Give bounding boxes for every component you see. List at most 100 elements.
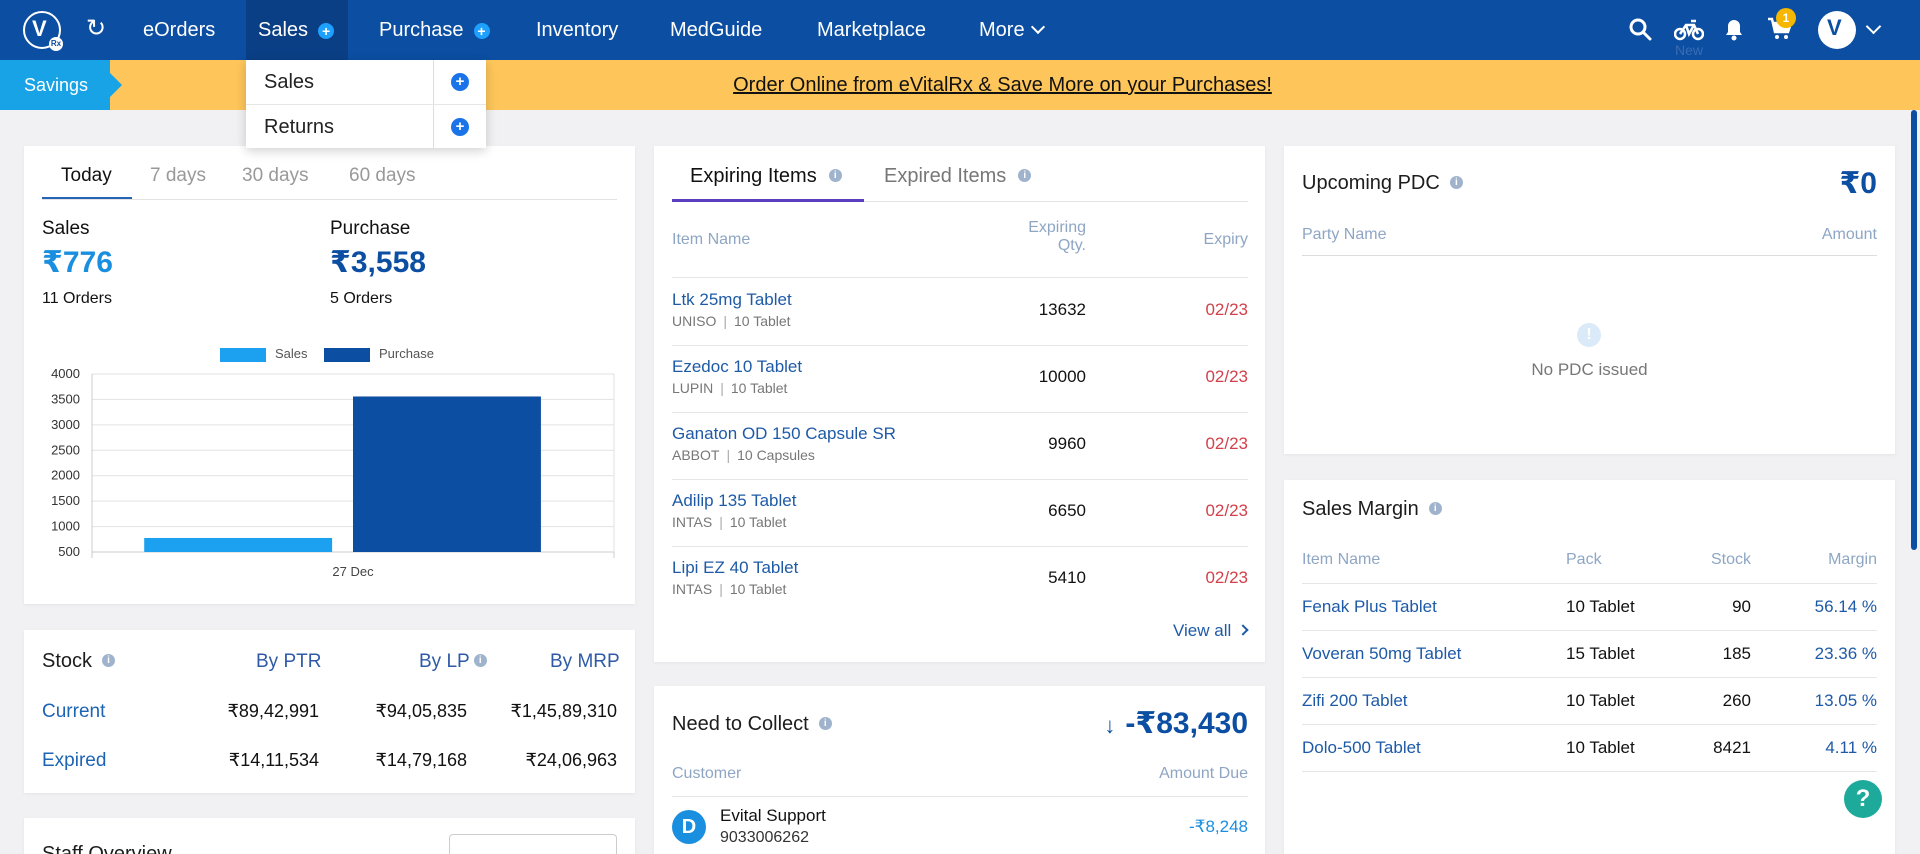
- active-tab-indicator: [672, 199, 864, 202]
- item-pack: 10 Tablet: [729, 581, 787, 597]
- refresh-icon[interactable]: ↻: [86, 15, 107, 42]
- divider: [433, 105, 434, 149]
- expiring-item-expiry: 02/23: [1205, 568, 1248, 587]
- margin-item-stock: 8421: [1713, 738, 1751, 757]
- info-icon[interactable]: i: [1449, 176, 1463, 190]
- tab-30-days[interactable]: 30 days: [242, 165, 309, 186]
- delivery-bike-icon[interactable]: [1673, 17, 1705, 46]
- collect-total: ↓ -₹83,430: [1090, 706, 1248, 741]
- purchase-label: Purchase: [330, 218, 411, 239]
- divider: [672, 412, 1248, 413]
- legend-swatch-sales: [220, 348, 266, 362]
- nav-inventory[interactable]: Inventory: [536, 19, 619, 41]
- tab-today[interactable]: Today: [61, 165, 112, 186]
- user-avatar[interactable]: V: [1818, 11, 1856, 49]
- margin-item-name[interactable]: Zifi 200 Tablet: [1302, 691, 1408, 710]
- item-pack: 10 Capsules: [737, 447, 815, 463]
- tab-expired-items[interactable]: Expired Items i: [884, 165, 1032, 188]
- dropdown-item-sales[interactable]: Sales +: [246, 60, 486, 104]
- info-icon[interactable]: i: [473, 654, 487, 668]
- bar-purchase: [353, 396, 541, 552]
- margin-item-stock: 90: [1732, 597, 1751, 616]
- stock-row-current[interactable]: Current: [42, 701, 106, 722]
- stock-by-lp-text: By LP: [419, 651, 470, 672]
- info-icon[interactable]: i: [818, 717, 832, 731]
- separator: |: [720, 380, 724, 396]
- add-sale-icon[interactable]: +: [451, 73, 469, 91]
- divider: [433, 60, 434, 104]
- add-purchase-icon[interactable]: +: [473, 22, 490, 39]
- expiring-item-name[interactable]: Ltk 25mg Tablet: [672, 290, 792, 309]
- search-icon[interactable]: [1628, 17, 1652, 46]
- expiring-item-name[interactable]: Lipi EZ 40 Tablet: [672, 558, 799, 577]
- expiring-item-qty: 13632: [1038, 300, 1086, 319]
- stock-expired-lp: ₹14,79,168: [375, 750, 467, 770]
- stock-current-mrp: ₹1,45,89,310: [510, 701, 617, 721]
- expiring-item-name[interactable]: Ezedoc 10 Tablet: [672, 357, 803, 376]
- sales-purchase-bar-chart: 4000 3500 3000 2500 2000 1500 1000 500 27 Dec: [51, 366, 615, 579]
- expiring-item-expiry: 02/23: [1205, 434, 1248, 453]
- view-all-link[interactable]: View all: [1173, 621, 1249, 641]
- separator: |: [726, 447, 731, 463]
- col-expiring-qty-line1: Expiring: [1028, 219, 1086, 236]
- item-company: INTAS: [672, 514, 713, 530]
- y-tick-label: 4000: [51, 366, 80, 381]
- margin-item-name[interactable]: Voveran 50mg Tablet: [1302, 644, 1462, 663]
- dropdown-item-returns[interactable]: Returns +: [246, 104, 486, 149]
- info-icon[interactable]: i: [828, 169, 842, 183]
- margin-item-name[interactable]: Dolo-500 Tablet: [1302, 738, 1421, 757]
- tab-60-days[interactable]: 60 days: [349, 165, 416, 186]
- stock-by-ptr: By PTR: [256, 651, 322, 672]
- margin-item-stock: 185: [1722, 644, 1751, 663]
- divider: [672, 546, 1248, 547]
- add-return-icon[interactable]: +: [451, 118, 469, 136]
- margin-item-pack: 10 Tablet: [1566, 738, 1635, 757]
- staff-filter-select[interactable]: [449, 834, 617, 854]
- promo-link[interactable]: Order Online from eVitalRx & Save More o…: [733, 74, 1272, 96]
- expiring-item-name[interactable]: Adilip 135 Tablet: [672, 491, 797, 510]
- stock-row-expired[interactable]: Expired: [42, 750, 107, 771]
- nav-purchase[interactable]: Purchase +: [379, 0, 490, 60]
- expiring-item-qty: 5410: [1048, 568, 1086, 587]
- separator: |: [723, 313, 727, 329]
- y-tick-label: 500: [58, 544, 80, 559]
- divider: [1302, 724, 1877, 725]
- margin-item-margin: 4.11 %: [1825, 738, 1877, 757]
- divider: [1302, 255, 1877, 256]
- pdc-title: Upcoming PDC i: [1302, 172, 1463, 195]
- nav-sales[interactable]: Sales +: [246, 0, 348, 60]
- item-company: UNISO: [672, 313, 717, 329]
- info-icon[interactable]: i: [102, 654, 116, 668]
- col-expiring-qty: Expiring Qty.: [960, 219, 1086, 255]
- margin-item-pack: 10 Tablet: [1566, 597, 1635, 616]
- margin-item-margin: 13.05 %: [1814, 691, 1877, 710]
- info-icon[interactable]: i: [1428, 502, 1442, 516]
- upcoming-pdc-card: [1284, 146, 1895, 454]
- divider: [1302, 771, 1877, 772]
- customer-name[interactable]: Evital Support: [720, 806, 826, 825]
- page-scrollbar[interactable]: [1911, 110, 1917, 550]
- purchase-amount: ₹3,558: [330, 246, 426, 279]
- expiring-item-name[interactable]: Ganaton OD 150 Capsule SR: [672, 424, 896, 443]
- nav-purchase-label: Purchase: [379, 19, 464, 41]
- margin-item-name[interactable]: Fenak Plus Tablet: [1302, 597, 1437, 616]
- nav-more[interactable]: More: [979, 0, 1045, 60]
- add-sale-icon[interactable]: +: [318, 22, 335, 39]
- tab-7-days[interactable]: 7 days: [150, 165, 206, 186]
- item-pack: 10 Tablet: [729, 514, 787, 530]
- nav-marketplace[interactable]: Marketplace: [817, 19, 926, 41]
- divider: [1302, 630, 1877, 631]
- y-tick-label: 2000: [51, 468, 80, 483]
- nav-eorders[interactable]: eOrders: [143, 19, 216, 41]
- legend-swatch-purchase: [324, 348, 370, 362]
- help-button[interactable]: ?: [1844, 780, 1882, 818]
- tab-expiring-items[interactable]: Expiring Items i: [690, 165, 842, 188]
- info-icon[interactable]: i: [1018, 169, 1032, 183]
- y-tick-label: 2500: [51, 442, 80, 457]
- bell-icon[interactable]: [1723, 17, 1745, 46]
- nav-medguide[interactable]: MedGuide: [670, 19, 763, 41]
- chevron-down-icon[interactable]: [1865, 18, 1882, 35]
- nav-more-label: More: [979, 19, 1025, 41]
- evitalrx-logo[interactable]: V Rx: [23, 11, 63, 51]
- chevron-right-icon: [1237, 624, 1249, 636]
